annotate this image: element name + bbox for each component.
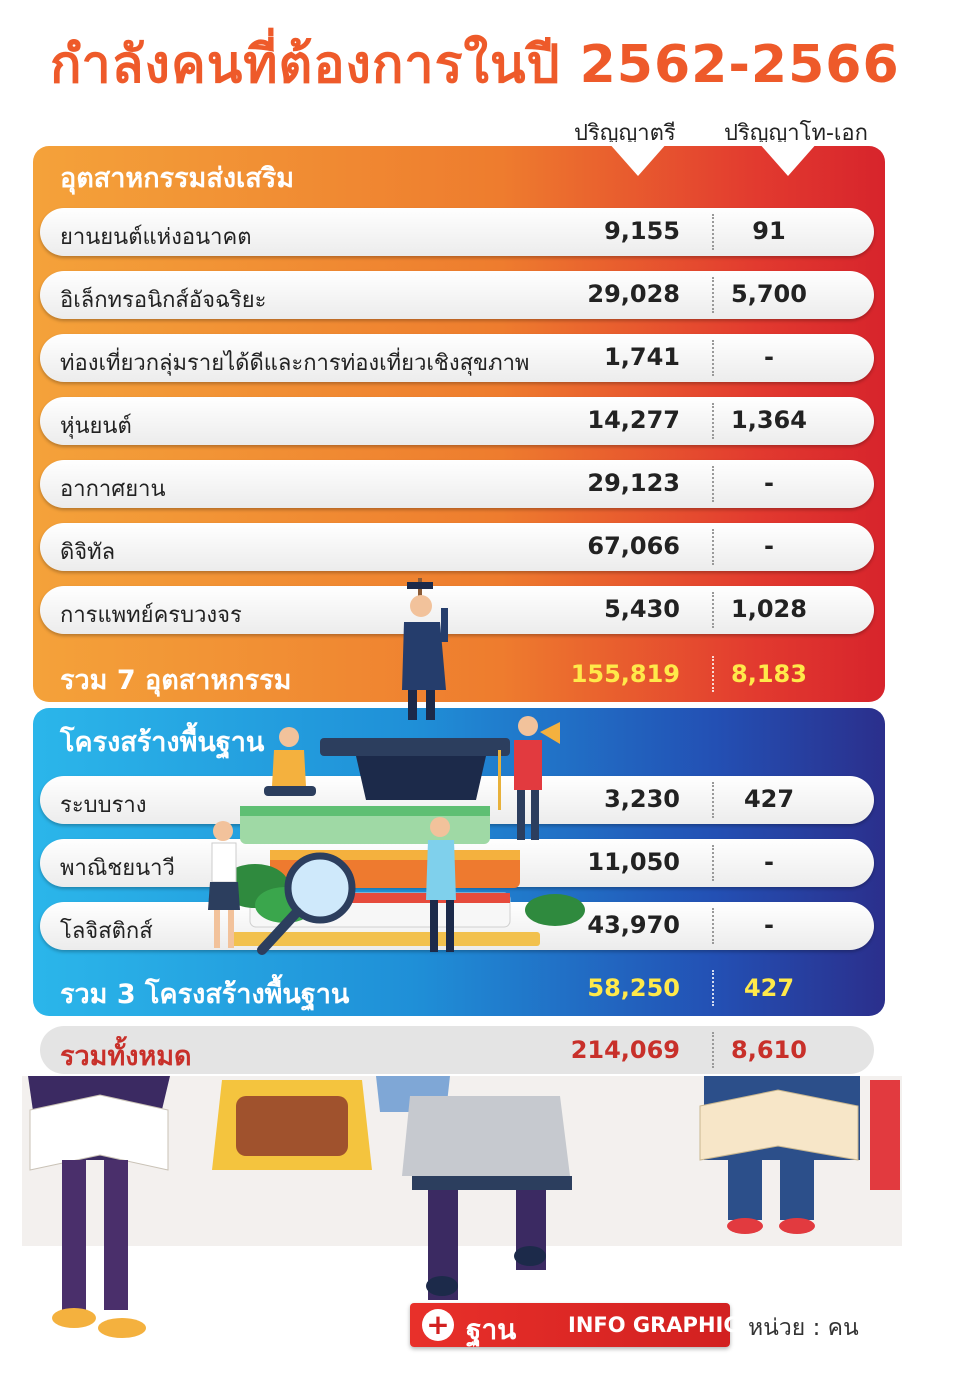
column-separator	[712, 845, 714, 881]
column-separator	[712, 656, 714, 692]
grand-total-bachelor: 214,069	[570, 1036, 680, 1064]
table-row: อิเล็กทรอนิกส์อัจฉริยะ 29,028 5,700	[40, 271, 874, 319]
group-total-label: รวม 7 อุตสาหกรรม	[60, 665, 292, 696]
grand-total-graduate: 8,610	[731, 1036, 807, 1064]
bachelor-value: 67,066	[587, 532, 680, 560]
column-separator	[712, 277, 714, 313]
graduate-value: 5,700	[731, 280, 807, 308]
group-total-row: รวม 7 อุตสาหกรรม 155,819 8,183	[40, 650, 874, 698]
graduate-value: -	[764, 343, 774, 371]
industry-section-title: อุตสาหกรรมส่งเสริม	[60, 163, 295, 194]
group-total-row: รวม 3 โครงสร้างพื้นฐาน 58,250 427	[40, 964, 874, 1012]
bachelor-value: 11,050	[587, 848, 680, 876]
graduate-value: -	[764, 911, 774, 939]
group-total-bachelor: 155,819	[570, 660, 680, 688]
row-label: อิเล็กทรอนิกส์อัจฉริยะ	[60, 288, 267, 313]
group-total-label: รวม 3 โครงสร้างพื้นฐาน	[60, 979, 350, 1010]
grand-total-row: รวมทั้งหมด 214,069 8,610	[40, 1026, 874, 1074]
graduate-value: -	[764, 532, 774, 560]
column-separator	[712, 466, 714, 502]
table-row: โลจิสติกส์ 43,970 -	[40, 902, 874, 950]
group-total-graduate: 427	[743, 974, 795, 1002]
table-row: การแพทย์ครบวงจร 5,430 1,028	[40, 586, 874, 634]
column-pointer-graduate	[758, 142, 818, 176]
row-label: ระบบราง	[60, 793, 147, 818]
row-label: การแพทย์ครบวงจร	[60, 603, 242, 628]
badge-label: INFO GRAPHIC	[568, 1313, 739, 1337]
bachelor-value: 3,230	[604, 785, 680, 813]
row-label: ยานยนต์แห่งอนาคต	[60, 225, 252, 250]
group-total-bachelor: 58,250	[587, 974, 680, 1002]
infographic-badge: + ฐาน INFO GRAPHIC	[410, 1303, 739, 1347]
bachelor-value: 29,123	[587, 469, 680, 497]
graduate-value: 427	[743, 785, 795, 813]
column-separator	[712, 1032, 714, 1068]
unit-label: หน่วย : คน	[748, 1315, 859, 1341]
column-separator	[712, 340, 714, 376]
grand-total-label: รวมทั้งหมด	[60, 1041, 192, 1072]
bachelor-value: 9,155	[604, 217, 680, 245]
bachelor-value: 14,277	[587, 406, 680, 434]
table-row: ท่องเที่ยวกลุ่มรายได้ดีและการท่องเที่ยวเ…	[40, 334, 874, 382]
graduate-value: -	[764, 469, 774, 497]
bachelor-value: 1,741	[604, 343, 680, 371]
column-separator	[712, 403, 714, 439]
bachelor-value: 43,970	[587, 911, 680, 939]
column-header-bachelor: ปริญญาตรี	[574, 121, 676, 146]
bachelor-value: 5,430	[604, 595, 680, 623]
column-separator	[712, 908, 714, 944]
brand-logo: ฐาน	[466, 1313, 517, 1346]
column-pointer-bachelor	[608, 142, 668, 176]
table-row: หุ่นยนต์ 14,277 1,364	[40, 397, 874, 445]
table-row: ยานยนต์แห่งอนาคต 9,155 91	[40, 208, 874, 256]
column-separator	[712, 592, 714, 628]
table-row: ดิจิทัล 67,066 -	[40, 523, 874, 571]
row-label: ท่องเที่ยวกลุ่มรายได้ดีและการท่องเที่ยวเ…	[60, 351, 530, 376]
row-label: หุ่นยนต์	[60, 414, 132, 439]
column-separator	[712, 214, 714, 250]
row-label: ดิจิทัล	[60, 540, 116, 565]
row-label: โลจิสติกส์	[60, 919, 153, 944]
graduate-value: -	[764, 848, 774, 876]
table-row: ระบบราง 3,230 427	[40, 776, 874, 824]
row-label: อากาศยาน	[60, 477, 166, 502]
table-row: อากาศยาน 29,123 -	[40, 460, 874, 508]
column-header-graduate: ปริญญาโท-เอก	[724, 121, 868, 146]
column-separator	[712, 782, 714, 818]
table-row: พาณิชยนาวี 11,050 -	[40, 839, 874, 887]
bottom-students-illustration	[22, 1076, 902, 1338]
group-total-graduate: 8,183	[731, 660, 807, 688]
page-title: กำลังคนที่ต้องการในปี 2562-2566	[50, 35, 900, 95]
infrastructure-section-title: โครงสร้างพื้นฐาน	[60, 727, 265, 758]
column-separator	[712, 970, 714, 1006]
bachelor-value: 29,028	[587, 280, 680, 308]
column-separator	[712, 529, 714, 565]
plus-icon: +	[422, 1309, 454, 1341]
graduate-value: 91	[752, 217, 786, 245]
row-label: พาณิชยนาวี	[60, 856, 175, 881]
graduate-value: 1,028	[731, 595, 807, 623]
graduate-value: 1,364	[731, 406, 807, 434]
